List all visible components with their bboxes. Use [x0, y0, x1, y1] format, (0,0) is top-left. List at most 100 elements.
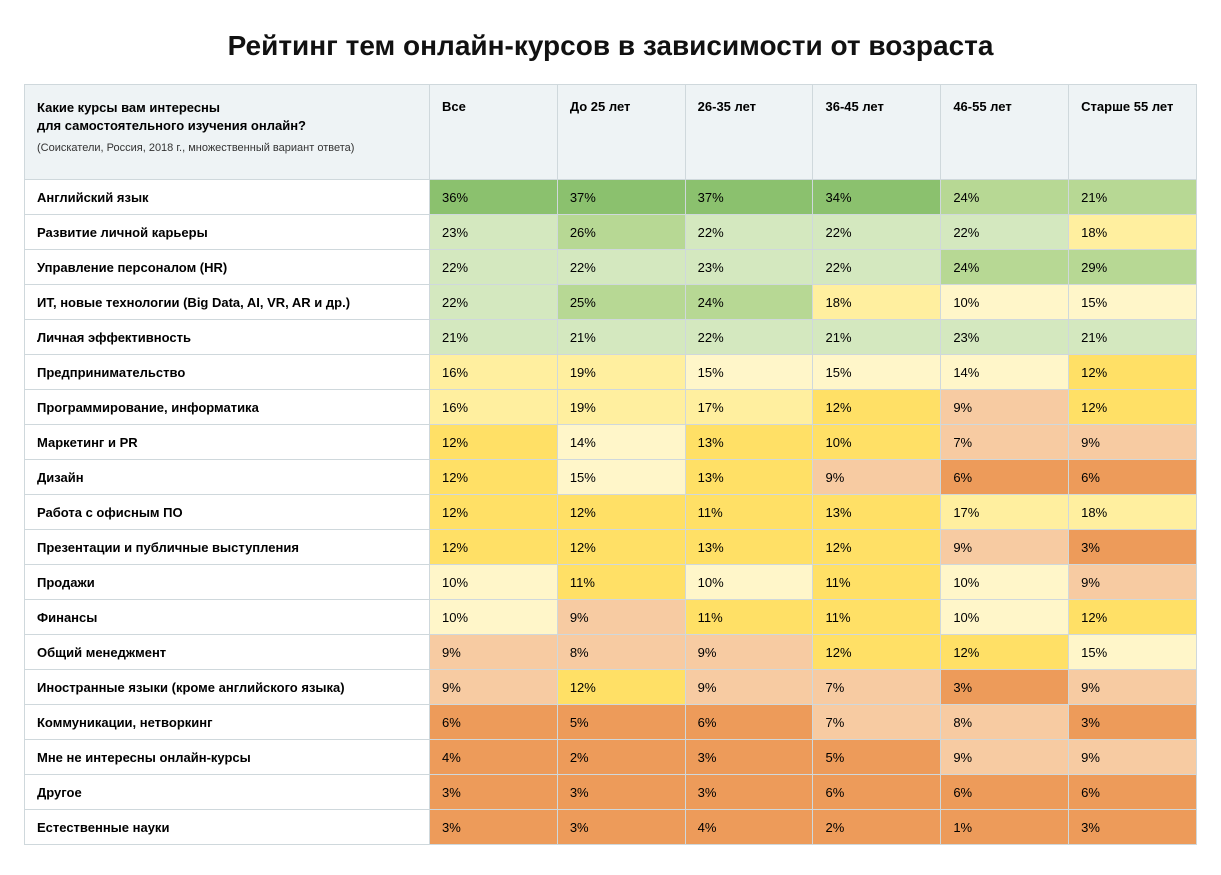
- data-cell: 23%: [685, 250, 813, 285]
- data-cell: 3%: [430, 810, 558, 845]
- data-cell: 8%: [941, 705, 1069, 740]
- data-cell: 12%: [813, 390, 941, 425]
- table-row: Предпринимательство16%19%15%15%14%12%: [25, 355, 1197, 390]
- row-label: Программирование, информатика: [25, 390, 430, 425]
- data-cell: 21%: [813, 320, 941, 355]
- table-row: Естественные науки3%3%4%2%1%3%: [25, 810, 1197, 845]
- data-cell: 25%: [557, 285, 685, 320]
- table-row: Управление персоналом (HR)22%22%23%22%24…: [25, 250, 1197, 285]
- data-cell: 8%: [557, 635, 685, 670]
- header-row: Какие курсы вам интересны для самостояте…: [25, 85, 1197, 180]
- table-row: Маркетинг и PR12%14%13%10%7%9%: [25, 425, 1197, 460]
- question-line1: Какие курсы вам интересны: [37, 99, 417, 117]
- row-label: Управление персоналом (HR): [25, 250, 430, 285]
- page-wrap: Рейтинг тем онлайн-курсов в зависимости …: [0, 0, 1221, 875]
- question-note: (Соискатели, Россия, 2018 г., множествен…: [37, 142, 417, 154]
- data-cell: 10%: [941, 600, 1069, 635]
- data-cell: 12%: [1069, 600, 1197, 635]
- table-row: Дизайн12%15%13%9%6%6%: [25, 460, 1197, 495]
- data-cell: 21%: [430, 320, 558, 355]
- data-cell: 12%: [557, 670, 685, 705]
- data-cell: 13%: [685, 460, 813, 495]
- data-cell: 3%: [685, 775, 813, 810]
- row-label: Иностранные языки (кроме английского язы…: [25, 670, 430, 705]
- data-cell: 3%: [430, 775, 558, 810]
- data-cell: 11%: [685, 600, 813, 635]
- data-cell: 11%: [813, 600, 941, 635]
- data-cell: 6%: [1069, 460, 1197, 495]
- data-cell: 15%: [813, 355, 941, 390]
- data-cell: 11%: [813, 565, 941, 600]
- data-cell: 37%: [557, 180, 685, 215]
- data-cell: 7%: [813, 705, 941, 740]
- data-cell: 12%: [813, 530, 941, 565]
- data-cell: 12%: [430, 460, 558, 495]
- col-header: Старше 55 лет: [1069, 85, 1197, 180]
- table-row: Презентации и публичные выступления12%12…: [25, 530, 1197, 565]
- data-cell: 36%: [430, 180, 558, 215]
- data-cell: 10%: [430, 600, 558, 635]
- data-cell: 23%: [430, 215, 558, 250]
- data-cell: 13%: [813, 495, 941, 530]
- table-row: Личная эффективность21%21%22%21%23%21%: [25, 320, 1197, 355]
- data-cell: 2%: [557, 740, 685, 775]
- data-cell: 18%: [813, 285, 941, 320]
- data-cell: 29%: [1069, 250, 1197, 285]
- data-cell: 11%: [557, 565, 685, 600]
- data-cell: 9%: [430, 635, 558, 670]
- table-row: ИТ, новые технологии (Big Data, AI, VR, …: [25, 285, 1197, 320]
- row-label: Финансы: [25, 600, 430, 635]
- data-cell: 6%: [430, 705, 558, 740]
- data-cell: 9%: [685, 670, 813, 705]
- row-label: Личная эффективность: [25, 320, 430, 355]
- table-row: Английский язык36%37%37%34%24%21%: [25, 180, 1197, 215]
- col-header: 36-45 лет: [813, 85, 941, 180]
- data-cell: 3%: [1069, 530, 1197, 565]
- data-cell: 9%: [813, 460, 941, 495]
- table-row: Иностранные языки (кроме английского язы…: [25, 670, 1197, 705]
- data-cell: 12%: [557, 530, 685, 565]
- data-cell: 24%: [941, 250, 1069, 285]
- data-cell: 12%: [1069, 390, 1197, 425]
- data-cell: 11%: [685, 495, 813, 530]
- data-cell: 12%: [941, 635, 1069, 670]
- page-title: Рейтинг тем онлайн-курсов в зависимости …: [24, 30, 1197, 62]
- data-cell: 12%: [813, 635, 941, 670]
- data-cell: 5%: [557, 705, 685, 740]
- data-cell: 16%: [430, 355, 558, 390]
- data-cell: 3%: [557, 810, 685, 845]
- data-cell: 21%: [1069, 320, 1197, 355]
- data-cell: 21%: [1069, 180, 1197, 215]
- data-cell: 15%: [557, 460, 685, 495]
- data-cell: 7%: [813, 670, 941, 705]
- row-label: Дизайн: [25, 460, 430, 495]
- col-header: 46-55 лет: [941, 85, 1069, 180]
- data-cell: 3%: [1069, 705, 1197, 740]
- table-head: Какие курсы вам интересны для самостояте…: [25, 85, 1197, 180]
- data-cell: 22%: [685, 320, 813, 355]
- data-cell: 34%: [813, 180, 941, 215]
- data-cell: 7%: [941, 425, 1069, 460]
- data-cell: 12%: [430, 530, 558, 565]
- data-cell: 12%: [1069, 355, 1197, 390]
- data-cell: 24%: [685, 285, 813, 320]
- data-cell: 12%: [430, 495, 558, 530]
- data-cell: 10%: [941, 565, 1069, 600]
- data-cell: 9%: [941, 390, 1069, 425]
- data-cell: 3%: [941, 670, 1069, 705]
- data-cell: 22%: [685, 215, 813, 250]
- data-cell: 22%: [941, 215, 1069, 250]
- col-header: До 25 лет: [557, 85, 685, 180]
- table-row: Коммуникации, нетворкинг6%5%6%7%8%3%: [25, 705, 1197, 740]
- row-label: Презентации и публичные выступления: [25, 530, 430, 565]
- data-cell: 19%: [557, 390, 685, 425]
- data-cell: 9%: [557, 600, 685, 635]
- table-row: Программирование, информатика16%19%17%12…: [25, 390, 1197, 425]
- data-cell: 9%: [941, 740, 1069, 775]
- data-cell: 9%: [1069, 565, 1197, 600]
- table-row: Развитие личной карьеры23%26%22%22%22%18…: [25, 215, 1197, 250]
- data-cell: 9%: [1069, 670, 1197, 705]
- data-cell: 10%: [813, 425, 941, 460]
- table-row: Работа с офисным ПО12%12%11%13%17%18%: [25, 495, 1197, 530]
- data-cell: 9%: [685, 635, 813, 670]
